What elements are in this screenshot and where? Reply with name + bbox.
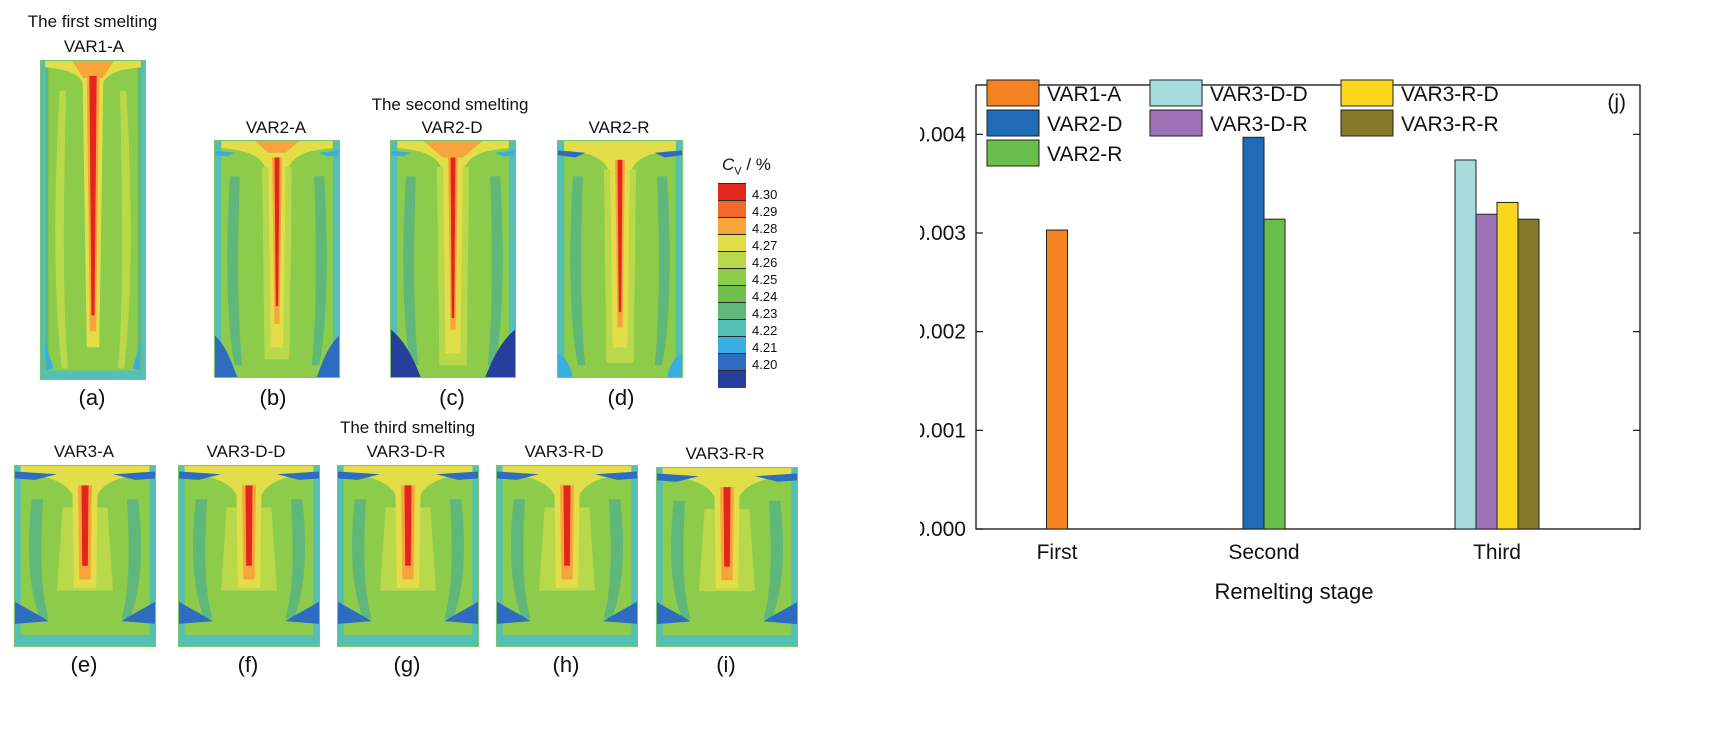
contour-ingot-e	[14, 465, 156, 647]
chart-bars	[1046, 136, 1540, 530]
contour-ingot-i	[656, 467, 798, 647]
y-tick-label: 0.003	[920, 222, 966, 245]
bar-var2-r	[1263, 218, 1286, 530]
contour-ingot-h	[496, 465, 638, 647]
legend-swatch	[1340, 109, 1394, 137]
bar-var3-d-r	[1475, 213, 1498, 530]
plot-frame	[975, 84, 1641, 530]
colorbar-tick-label: 4.26	[752, 255, 778, 270]
bar-var2-d	[1242, 136, 1265, 530]
contour-ingot-g	[337, 465, 479, 647]
panel-label-j: (j)	[1607, 91, 1626, 114]
x-tick-label: Second	[1228, 541, 1299, 564]
legend-label: VAR3-D-D	[1210, 83, 1308, 106]
contour-ingot-b	[214, 140, 340, 378]
caption-i: (i)	[716, 652, 736, 677]
legend-swatch	[986, 109, 1040, 137]
caption-e: (e)	[70, 652, 98, 677]
legend-label: VAR2-D	[1047, 113, 1122, 136]
colorbar-swatch	[718, 370, 746, 388]
ingot-label-i: VAR3-R-R	[685, 444, 765, 463]
colorbar-tick-label: 4.20	[752, 357, 778, 372]
x-axis-label: Remelting stage	[1215, 579, 1374, 604]
colorbar-tick-label: 4.22	[752, 323, 778, 338]
colorbar-tick-label: 4.21	[752, 340, 778, 355]
colorbar-title: CV / %	[722, 155, 771, 178]
colorbar-tick-label: 4.23	[752, 306, 778, 321]
y-tick-label: 0.004	[920, 123, 966, 146]
caption-d: (d)	[607, 385, 635, 410]
y-tick-label: 0.002	[920, 321, 966, 344]
colorbar-swatch	[718, 336, 746, 354]
colorbar-swatch	[718, 353, 746, 371]
contour-ingot-a	[40, 60, 146, 380]
y-tick-label: 0.000	[920, 518, 966, 541]
bar-var3-r-d	[1496, 201, 1519, 530]
legend-label: VAR1-A	[1047, 83, 1121, 106]
caption-c: (c)	[439, 385, 465, 410]
colorbar-tick-label: 4.25	[752, 272, 778, 287]
legend-swatch	[1149, 79, 1203, 107]
colorbar: 4.30 4.29 4.28 4.27 4.26 4.25 4.24 4.23 4.22 4.21…	[718, 183, 798, 388]
contour-ingot-f	[178, 465, 320, 647]
ingot-label-c: VAR2-D	[421, 118, 483, 137]
colorbar-swatch	[718, 217, 746, 235]
ingot-label-f: VAR3-D-D	[206, 442, 286, 461]
legend-swatch	[986, 139, 1040, 167]
colorbar-tick-label: 4.30	[752, 187, 778, 202]
x-tick-label: First	[1037, 541, 1078, 564]
legend-swatch	[1149, 109, 1203, 137]
colorbar-swatch	[718, 319, 746, 337]
bar-var3-d-d	[1454, 159, 1477, 530]
ingot-label-a: VAR1-A	[63, 37, 125, 56]
colorbar-swatch	[718, 302, 746, 320]
colorbar-tick-label: 4.29	[752, 204, 778, 219]
y-tick-label: 0.001	[920, 419, 966, 442]
colorbar-swatch	[718, 285, 746, 303]
chart-labels: 0.000 0.001 0.002 0.003 0.004 First Second Thir…	[920, 91, 1626, 604]
ingot-label-d: VAR2-R	[588, 118, 650, 137]
contour-ingot-c	[390, 140, 516, 378]
x-tick-label: Third	[1473, 541, 1521, 564]
bar-var3-r-r	[1517, 218, 1540, 530]
colorbar-swatch	[718, 234, 746, 252]
gmi-bar-chart: 0.000 0.001 0.002 0.003 0.004 First Second Thir…	[920, 79, 1641, 604]
legend-swatch	[986, 79, 1040, 107]
third-smelting-header: The third smelting	[339, 418, 476, 437]
caption-h: (h)	[552, 652, 580, 677]
first-smelting-header: The first smelting	[27, 12, 158, 31]
colorbar-tick-label: 4.28	[752, 221, 778, 236]
colorbar-swatch	[718, 183, 746, 201]
colorbar-swatch	[718, 268, 746, 286]
second-smelting-header: The second smelting	[371, 95, 529, 114]
legend-label: VAR2-R	[1047, 143, 1122, 166]
colorbar-tick-label: 4.24	[752, 289, 778, 304]
chart-legend: VAR1-A VAR2-D VAR2-R VAR3-D-D VAR3-D-R VAR3-R…	[986, 79, 1499, 167]
legend-label: VAR3-R-R	[1401, 113, 1499, 136]
contour-ingot-d	[557, 140, 683, 378]
caption-b: (b)	[259, 385, 287, 410]
caption-a: (a)	[78, 385, 106, 410]
colorbar-tick-label: 4.27	[752, 238, 778, 253]
bar-var1-a	[1046, 229, 1068, 530]
legend-label: VAR3-R-D	[1401, 83, 1499, 106]
ingot-label-g: VAR3-D-R	[366, 442, 446, 461]
colorbar-swatch	[718, 251, 746, 269]
ingot-label-h: VAR3-R-D	[524, 442, 604, 461]
caption-f: (f)	[237, 652, 259, 677]
legend-swatch	[1340, 79, 1394, 107]
legend-label: VAR3-D-R	[1210, 113, 1308, 136]
ingot-label-e: VAR3-A	[53, 442, 115, 461]
caption-g: (g)	[393, 652, 421, 677]
colorbar-swatch	[718, 200, 746, 218]
ingot-label-b: VAR2-A	[245, 118, 307, 137]
